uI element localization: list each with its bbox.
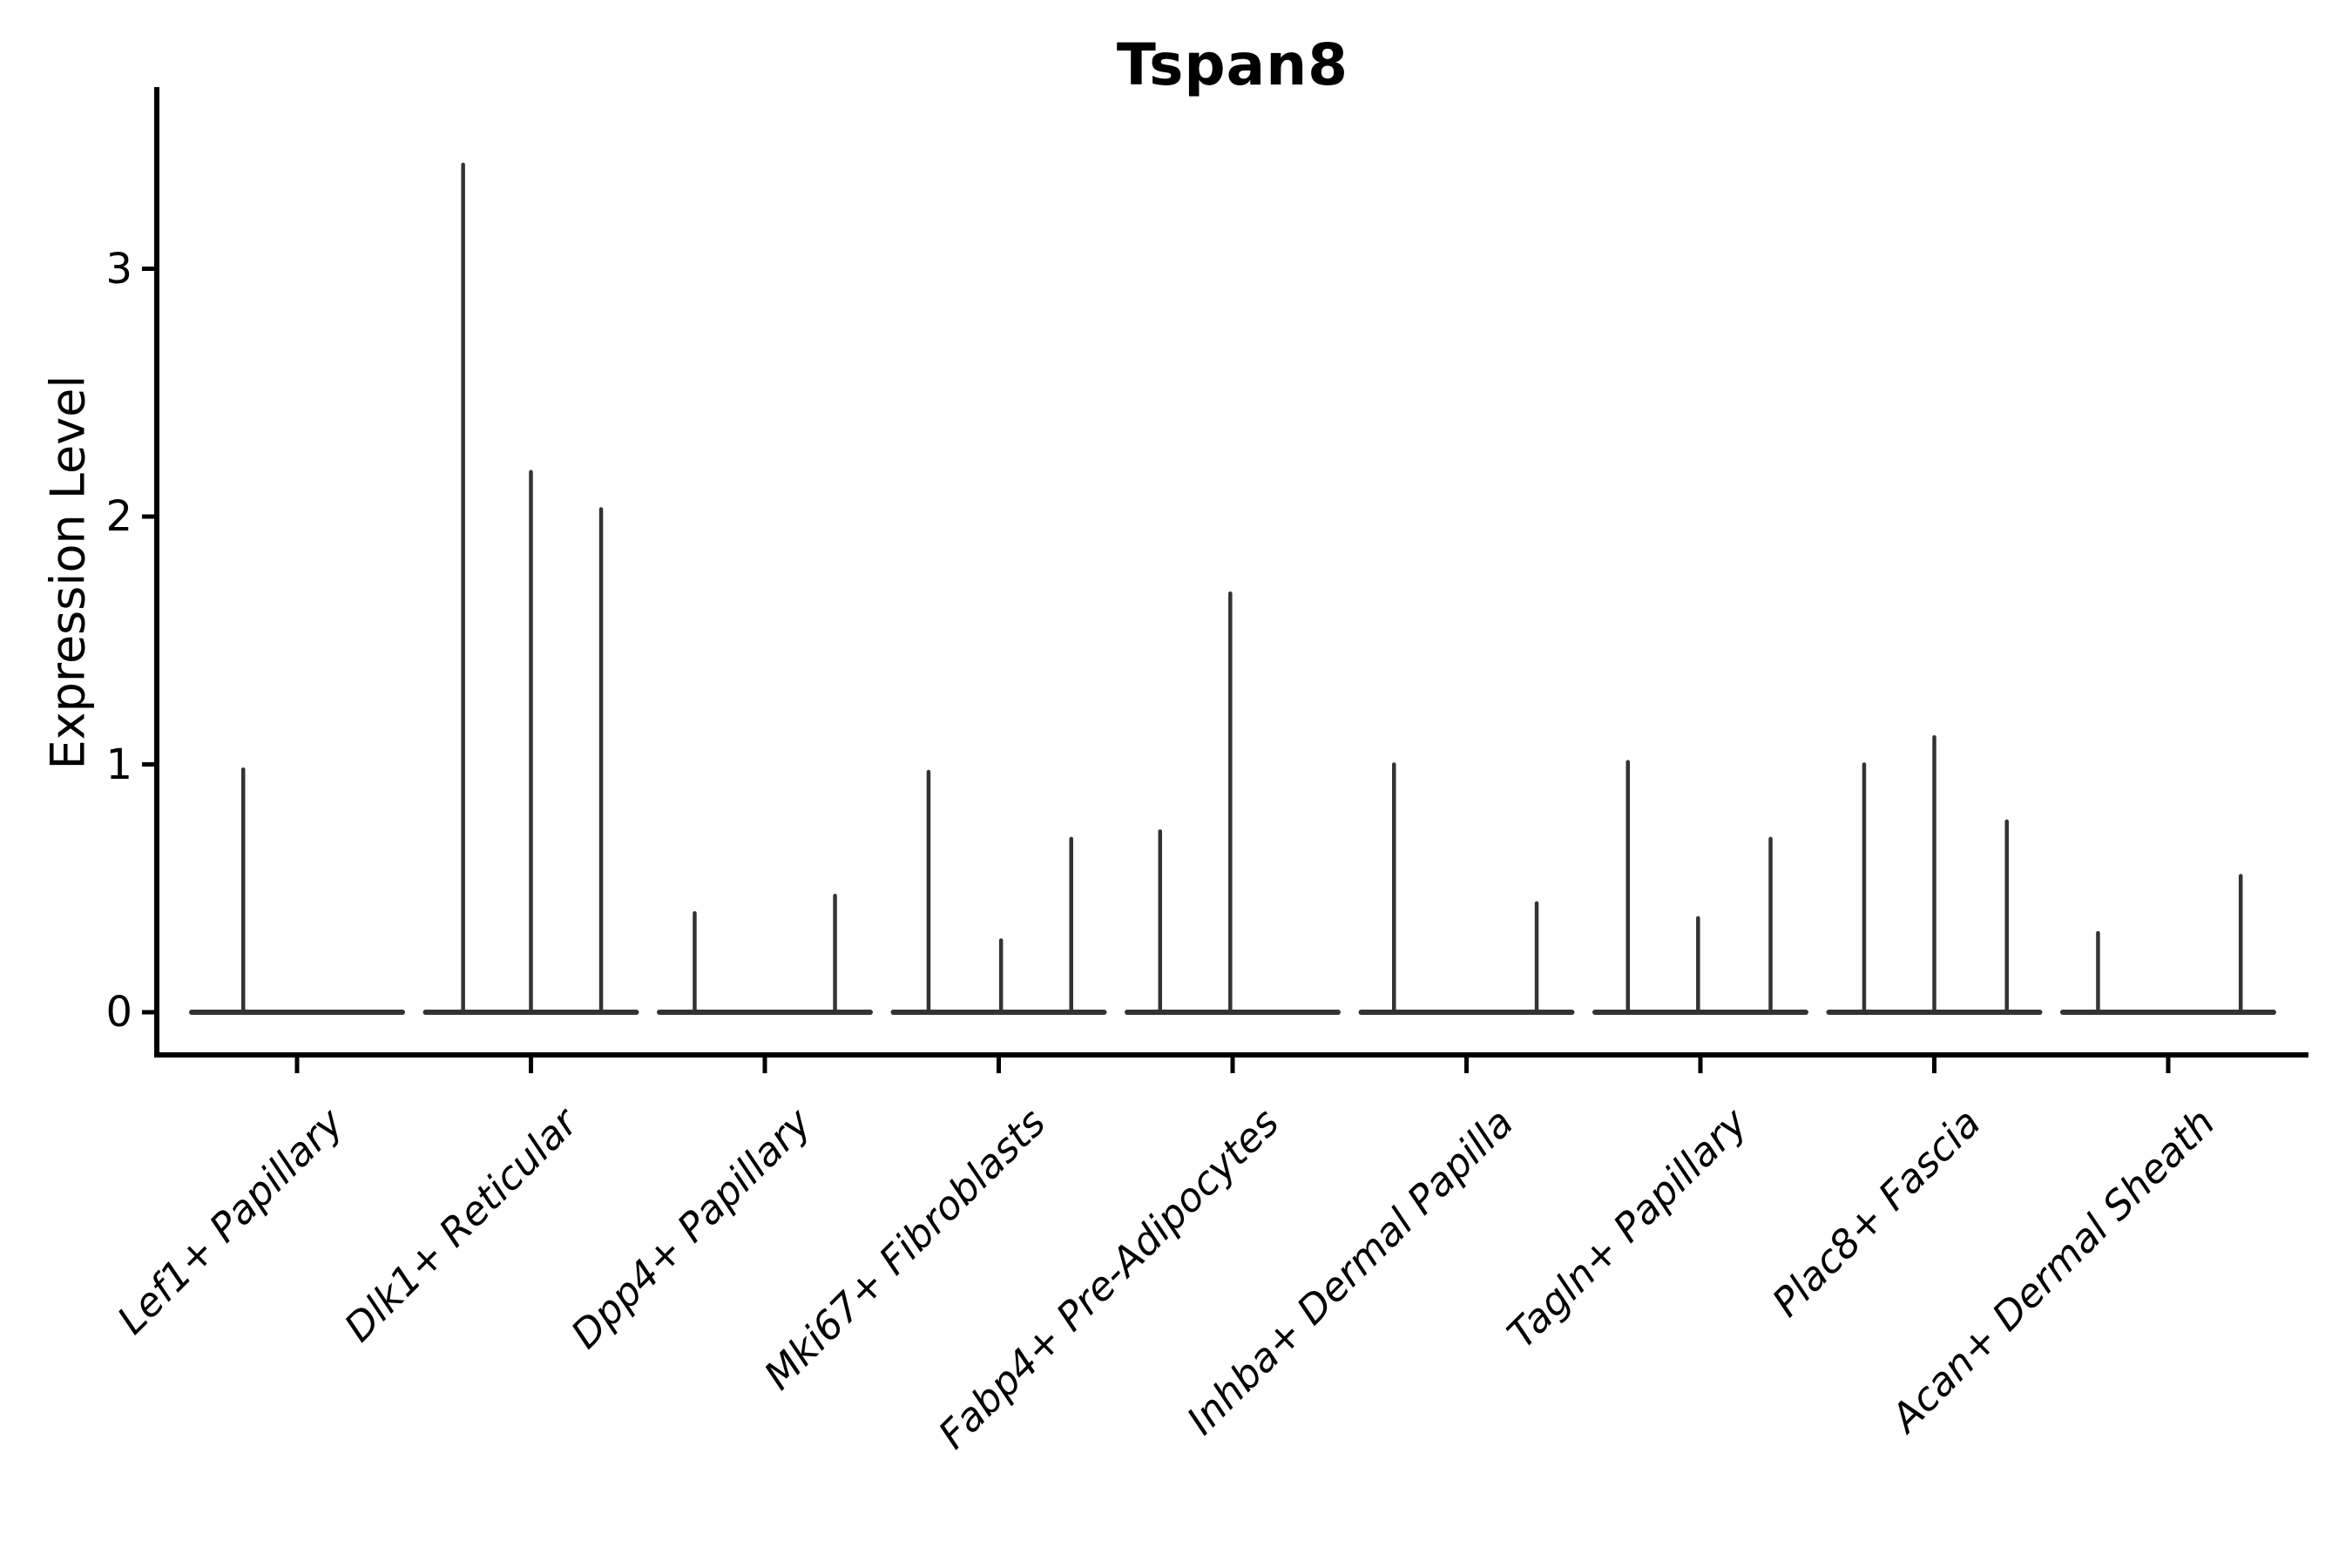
violin-body — [189, 1010, 405, 1015]
violin-body — [1358, 1010, 1575, 1015]
violin-body — [657, 1010, 873, 1015]
y-tick-label: 0 — [105, 988, 132, 1037]
y-tick-label: 2 — [105, 492, 132, 541]
chart-title: Tspan8 — [1116, 31, 1349, 98]
violin-body — [1826, 1010, 2043, 1015]
violin-body — [890, 1010, 1107, 1015]
violin-body — [1592, 1010, 1808, 1015]
violin-body — [422, 1010, 639, 1015]
violin-body — [1125, 1010, 1341, 1015]
y-tick-label: 1 — [105, 740, 132, 789]
y-axis-label: Expression Level — [40, 375, 96, 770]
violin-body — [2060, 1010, 2276, 1015]
y-tick-label: 3 — [105, 244, 132, 294]
